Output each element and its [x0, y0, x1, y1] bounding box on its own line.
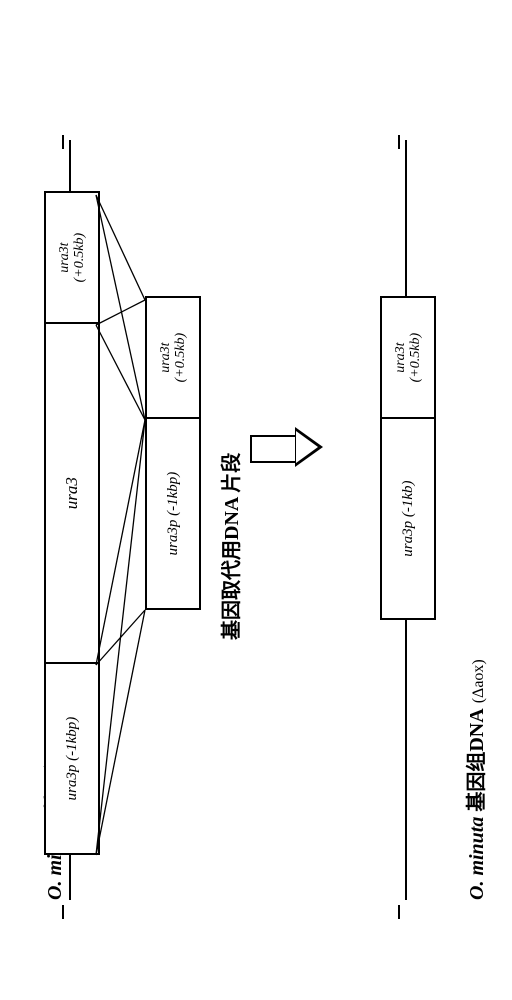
seg-ura3p-bottom: ura3p (-1kb): [382, 417, 434, 618]
heading-bottom-prefix: O. minuta: [466, 812, 488, 900]
seg-ura3t-bottom-label: ura3t (+0.5kb): [393, 333, 424, 383]
seg-ura3p-bottom-label: ura3p (-1kb): [400, 481, 417, 557]
tick: [398, 135, 400, 149]
heading-bottom: O. minuta 基因组DNA (Δaox): [460, 659, 489, 900]
arrow-head-inner: [296, 431, 318, 463]
arrow-body: [250, 435, 299, 463]
tick: [398, 905, 400, 919]
heading-bottom-rest: 基因组DNA: [466, 708, 488, 811]
bottom-strip: ura3p (-1kb) ura3t (+0.5kb): [380, 296, 436, 620]
seg-ura3t-bottom: ura3t (+0.5kb): [382, 298, 434, 417]
heading-bottom-paren: (Δaox): [470, 659, 487, 703]
